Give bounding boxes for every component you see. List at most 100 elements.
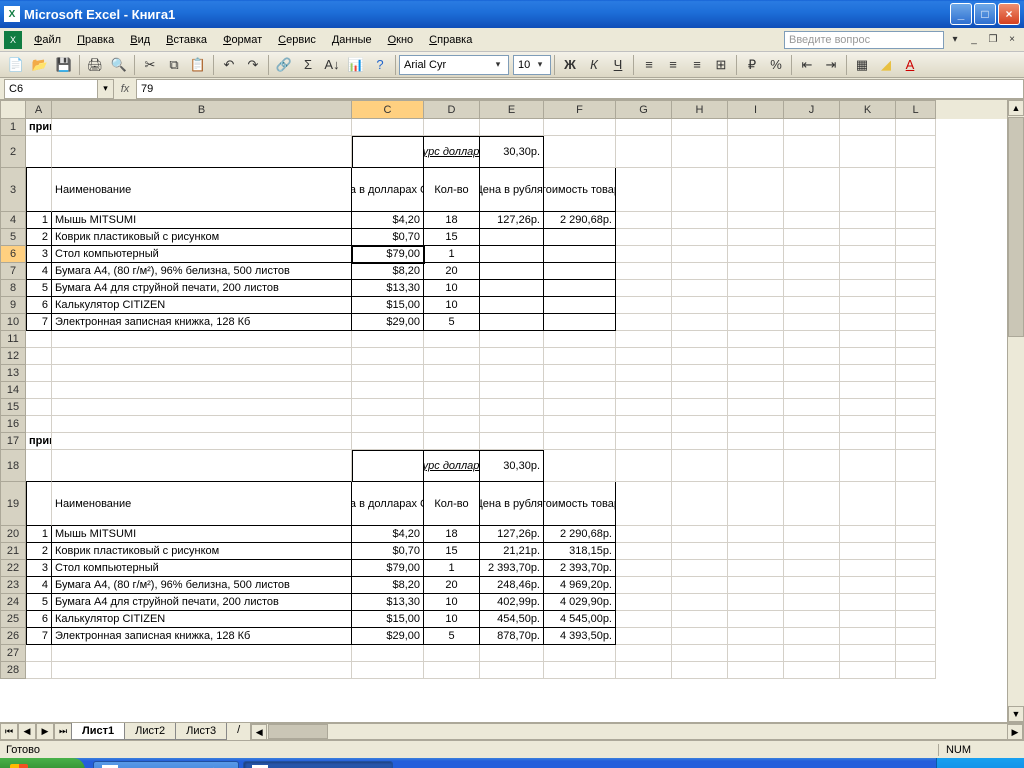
save-button[interactable]: 💾 [53, 54, 75, 76]
cell-F18[interactable] [544, 450, 616, 482]
cell-I7[interactable] [728, 263, 784, 280]
scroll-right-arrow[interactable]: ▶ [1007, 724, 1023, 740]
cell-B17[interactable] [52, 433, 352, 450]
cell-J11[interactable] [784, 331, 840, 348]
cell-L6[interactable] [896, 246, 936, 263]
cell-J4[interactable] [784, 212, 840, 229]
cell-H4[interactable] [672, 212, 728, 229]
cell-D27[interactable] [424, 645, 480, 662]
cell-L27[interactable] [896, 645, 936, 662]
cell-D9[interactable]: 10 [424, 297, 480, 314]
cell-E21[interactable]: 21,21р. [480, 543, 544, 560]
select-all-corner[interactable] [0, 100, 26, 119]
cell-K13[interactable] [840, 365, 896, 382]
cell-F22[interactable]: 2 393,70р. [544, 560, 616, 577]
name-box-dropdown[interactable]: ▾ [98, 79, 114, 99]
cell-H3[interactable] [672, 168, 728, 212]
cell-F25[interactable]: 4 545,00р. [544, 611, 616, 628]
cell-L20[interactable] [896, 526, 936, 543]
underline-button[interactable]: Ч [607, 54, 629, 76]
cell-E18[interactable]: 30,30р. [480, 450, 544, 482]
cell-C17[interactable] [352, 433, 424, 450]
vertical-scrollbar[interactable]: ▲ ▼ [1007, 100, 1024, 722]
cell-L25[interactable] [896, 611, 936, 628]
cell-D20[interactable]: 18 [424, 526, 480, 543]
col-header-B[interactable]: B [52, 100, 352, 119]
row-header-5[interactable]: 5 [0, 229, 26, 246]
cell-B2[interactable] [52, 136, 352, 168]
cell-F28[interactable] [544, 662, 616, 679]
cell-D17[interactable] [424, 433, 480, 450]
cell-H1[interactable] [672, 119, 728, 136]
cell-H9[interactable] [672, 297, 728, 314]
cell-J24[interactable] [784, 594, 840, 611]
cell-B13[interactable] [52, 365, 352, 382]
cell-G28[interactable] [616, 662, 672, 679]
cell-A9[interactable]: 6 [26, 297, 52, 314]
cell-G8[interactable] [616, 280, 672, 297]
app-menu-icon[interactable]: X [4, 31, 22, 49]
scroll-thumb-h[interactable] [268, 724, 328, 739]
cell-I11[interactable] [728, 331, 784, 348]
cell-G19[interactable] [616, 482, 672, 526]
cell-B21[interactable]: Коврик пластиковый с рисунком [52, 543, 352, 560]
cell-G22[interactable] [616, 560, 672, 577]
cell-A19[interactable] [26, 482, 52, 526]
cell-A13[interactable] [26, 365, 52, 382]
col-header-C[interactable]: C [352, 100, 424, 119]
col-header-F[interactable]: F [544, 100, 616, 119]
cell-L2[interactable] [896, 136, 936, 168]
fx-button[interactable]: fx [114, 83, 136, 95]
cell-K5[interactable] [840, 229, 896, 246]
cell-G7[interactable] [616, 263, 672, 280]
horizontal-scrollbar[interactable]: ◀ ▶ [250, 723, 1024, 740]
cell-A10[interactable]: 7 [26, 314, 52, 331]
cell-D6[interactable]: 1 [424, 246, 480, 263]
cell-B11[interactable] [52, 331, 352, 348]
cell-C2[interactable] [352, 136, 424, 168]
cell-C11[interactable] [352, 331, 424, 348]
cell-E26[interactable]: 878,70р. [480, 628, 544, 645]
help-button[interactable]: ? [369, 54, 391, 76]
cell-K8[interactable] [840, 280, 896, 297]
cell-F15[interactable] [544, 399, 616, 416]
row-header-2[interactable]: 2 [0, 136, 26, 168]
cell-C9[interactable]: $15,00 [352, 297, 424, 314]
cell-C20[interactable]: $4,20 [352, 526, 424, 543]
cell-L11[interactable] [896, 331, 936, 348]
cell-L13[interactable] [896, 365, 936, 382]
cell-F10[interactable] [544, 314, 616, 331]
cell-L8[interactable] [896, 280, 936, 297]
cell-A12[interactable] [26, 348, 52, 365]
cell-K21[interactable] [840, 543, 896, 560]
cell-H5[interactable] [672, 229, 728, 246]
cell-G10[interactable] [616, 314, 672, 331]
cell-B8[interactable]: Бумага А4 для струйной печати, 200 листо… [52, 280, 352, 297]
cell-B25[interactable]: Калькулятор CITIZEN [52, 611, 352, 628]
cell-H23[interactable] [672, 577, 728, 594]
cell-G26[interactable] [616, 628, 672, 645]
autosum-button[interactable]: Σ [297, 54, 319, 76]
cell-K1[interactable] [840, 119, 896, 136]
cell-L16[interactable] [896, 416, 936, 433]
cell-L15[interactable] [896, 399, 936, 416]
cell-A1[interactable]: пример 2 [26, 119, 52, 136]
cell-K18[interactable] [840, 450, 896, 482]
cell-E16[interactable] [480, 416, 544, 433]
cell-E9[interactable] [480, 297, 544, 314]
cell-D18[interactable]: курс доллара [424, 450, 480, 482]
col-header-K[interactable]: K [840, 100, 896, 119]
tab-first-button[interactable]: ⏮ [0, 723, 18, 740]
row-header-28[interactable]: 28 [0, 662, 26, 679]
font-size-select[interactable]: 10▾ [513, 55, 551, 75]
row-header-14[interactable]: 14 [0, 382, 26, 399]
cell-J8[interactable] [784, 280, 840, 297]
row-header-10[interactable]: 10 [0, 314, 26, 331]
cell-I14[interactable] [728, 382, 784, 399]
cell-D14[interactable] [424, 382, 480, 399]
cell-E13[interactable] [480, 365, 544, 382]
cell-K12[interactable] [840, 348, 896, 365]
cell-J21[interactable] [784, 543, 840, 560]
cell-E24[interactable]: 402,99р. [480, 594, 544, 611]
cell-H15[interactable] [672, 399, 728, 416]
